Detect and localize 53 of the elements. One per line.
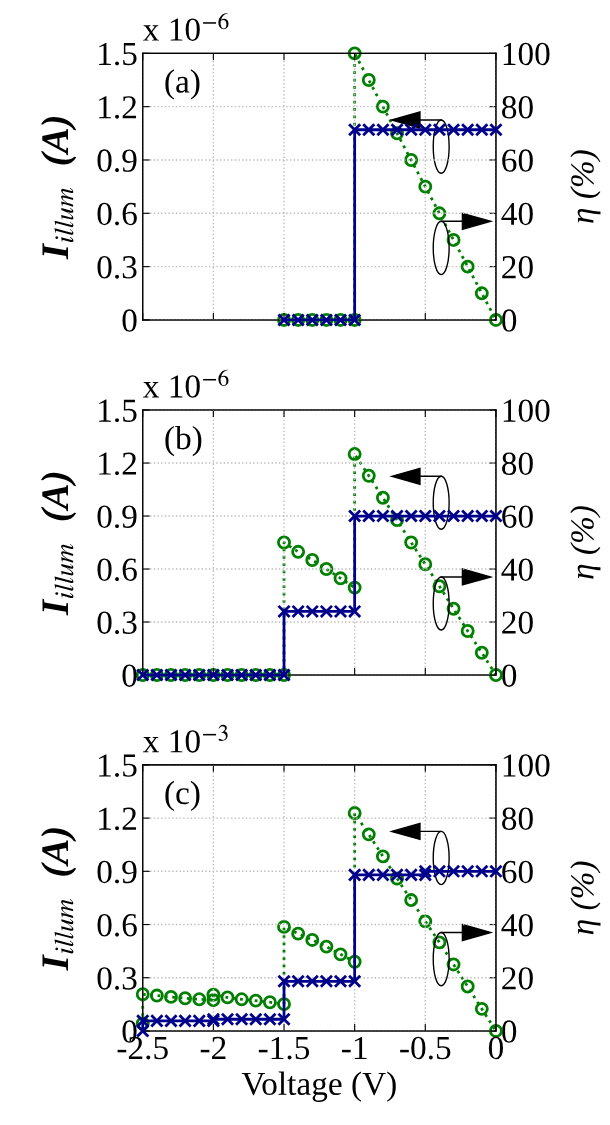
y2-tick-label: 20 xyxy=(502,967,533,990)
x-tick-label: -0.5 xyxy=(400,1036,451,1060)
annotation: (b) xyxy=(165,425,202,457)
y-tick-label: 0 xyxy=(122,309,137,332)
x-tick-label: -1.5 xyxy=(258,1036,310,1060)
annotation: (c) xyxy=(165,780,200,812)
y2-axis-title: η (%) xyxy=(570,150,601,223)
annotation: (a) xyxy=(165,69,200,100)
y-axis-title: I$_{illum}$ (A) xyxy=(40,472,77,616)
y2-tick-label: 40 xyxy=(501,558,533,581)
y-tick-label: 0.6 xyxy=(97,202,137,226)
y2-tick-label: 100 xyxy=(503,399,550,422)
x-tick-label: -1 xyxy=(342,1036,367,1059)
y2-tick-label: 0 xyxy=(502,1020,517,1043)
y2-tick-label: 80 xyxy=(502,452,533,475)
text: x 10$^{−6}$ xyxy=(143,12,229,41)
x-axis-title: Voltage (V) xyxy=(241,1071,396,1102)
y2-tick-label: 20 xyxy=(502,256,533,279)
y-tick-label: 0.6 xyxy=(97,913,137,937)
y-tick-label: 1.2 xyxy=(99,807,137,831)
x-tick-label: -2 xyxy=(200,1036,226,1059)
y-tick-label: 0.9 xyxy=(97,860,137,884)
y-tick-label: 0.3 xyxy=(97,611,137,635)
y2-tick-label: 100 xyxy=(503,754,550,777)
y2-tick-label: 60 xyxy=(502,505,533,528)
y2-tick-label: 0 xyxy=(502,664,517,687)
y2-tick-label: 80 xyxy=(502,96,533,119)
y-tick-label: 0.6 xyxy=(97,558,137,582)
y2-tick-label: 0 xyxy=(502,309,517,332)
y2-axis-title: η (%) xyxy=(570,506,601,579)
y2-tick-label: 40 xyxy=(501,913,533,937)
y2-axis-title: η (%) xyxy=(570,861,601,935)
y-tick-label: 1.5 xyxy=(99,42,137,66)
y-tick-label: 0.9 xyxy=(97,505,137,529)
y-tick-label: 1.5 xyxy=(99,754,137,777)
y2-tick-label: 80 xyxy=(502,807,533,830)
y-tick-label: 0 xyxy=(122,664,137,687)
y2-tick-label: 60 xyxy=(502,860,533,884)
y2-tick-label: 20 xyxy=(502,611,533,634)
y-tick-label: 0.3 xyxy=(97,256,137,279)
y-tick-label: 1.5 xyxy=(99,399,137,423)
y2-tick-label: 40 xyxy=(501,202,533,226)
text: x 10$^{−6}$ xyxy=(143,369,229,398)
y-tick-label: 1.2 xyxy=(99,96,137,119)
y-tick-label: 1.2 xyxy=(99,452,137,476)
y2-tick-label: 60 xyxy=(502,149,533,172)
text: x 10$^{−3}$ xyxy=(143,724,228,753)
y2-tick-label: 100 xyxy=(503,42,550,66)
y-tick-label: 0.3 xyxy=(97,967,137,990)
y-axis-title: I$_{illum}$ (A) xyxy=(40,116,77,260)
y-tick-label: 0.9 xyxy=(97,149,137,173)
x-tick-label: 0 xyxy=(488,1036,503,1060)
y-axis-title: I$_{illum}$ (A) xyxy=(40,828,77,971)
